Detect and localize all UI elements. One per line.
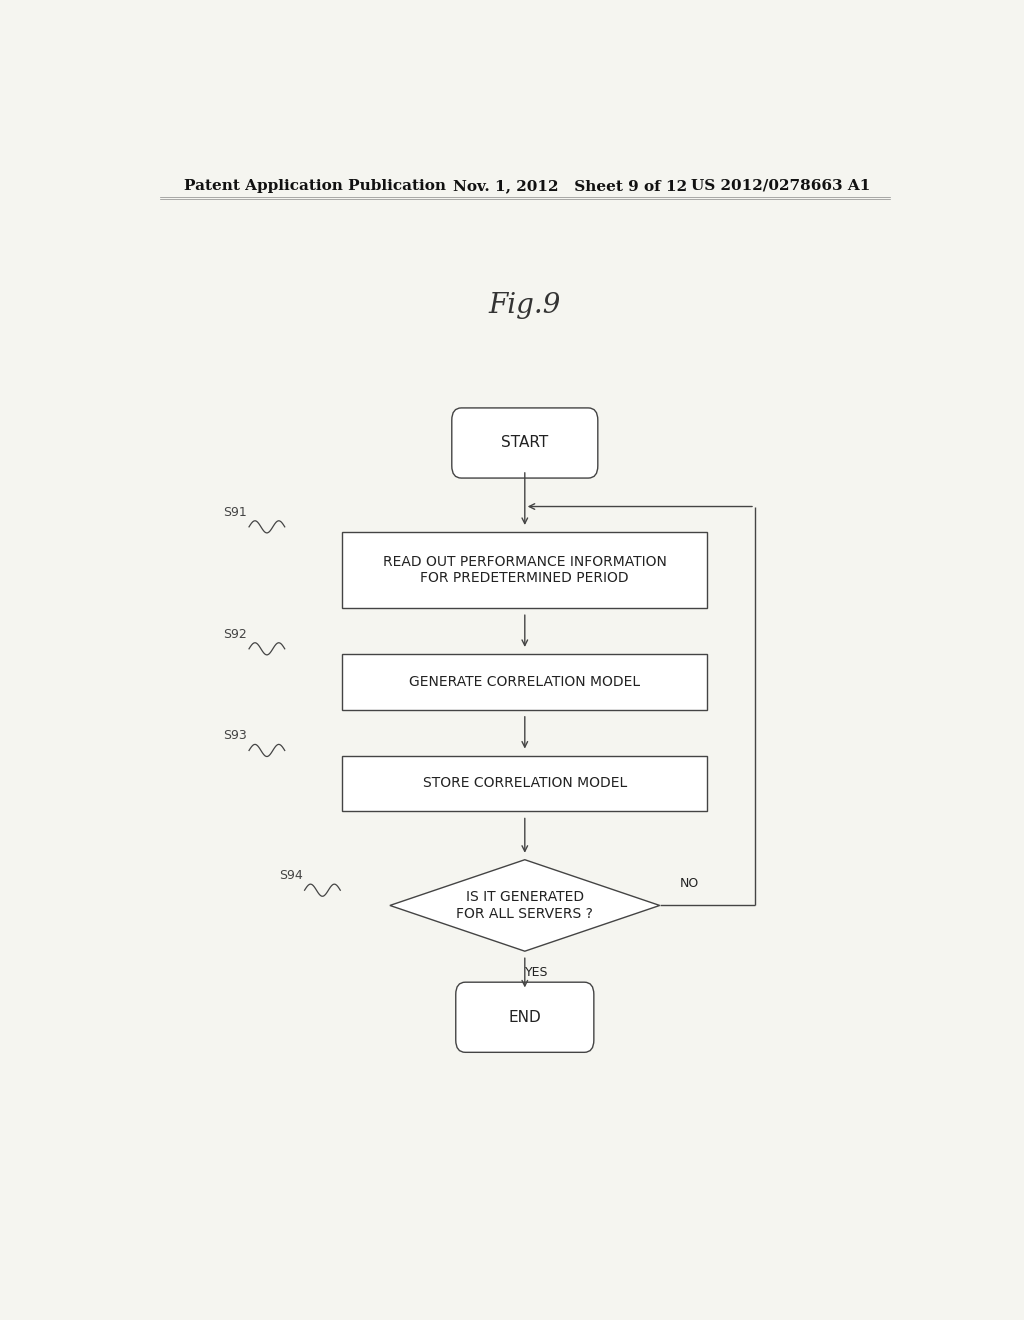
Text: READ OUT PERFORMANCE INFORMATION
FOR PREDETERMINED PERIOD: READ OUT PERFORMANCE INFORMATION FOR PRE… — [383, 554, 667, 585]
Text: S92: S92 — [223, 628, 247, 640]
Bar — [342, 532, 708, 609]
Bar — [342, 653, 708, 710]
Text: STORE CORRELATION MODEL: STORE CORRELATION MODEL — [423, 776, 627, 791]
Text: GENERATE CORRELATION MODEL: GENERATE CORRELATION MODEL — [410, 675, 640, 689]
Text: YES: YES — [525, 966, 549, 979]
Bar — [342, 755, 708, 812]
Text: NO: NO — [680, 878, 698, 890]
Text: S91: S91 — [223, 506, 247, 519]
Text: S94: S94 — [279, 869, 303, 882]
FancyBboxPatch shape — [452, 408, 598, 478]
Text: S93: S93 — [223, 730, 247, 742]
Text: START: START — [501, 436, 549, 450]
Text: Fig.9: Fig.9 — [488, 292, 561, 319]
Text: END: END — [509, 1010, 541, 1024]
Text: IS IT GENERATED
FOR ALL SERVERS ?: IS IT GENERATED FOR ALL SERVERS ? — [457, 891, 593, 920]
FancyBboxPatch shape — [456, 982, 594, 1052]
Text: Nov. 1, 2012   Sheet 9 of 12: Nov. 1, 2012 Sheet 9 of 12 — [454, 178, 687, 193]
Text: Patent Application Publication: Patent Application Publication — [183, 178, 445, 193]
Polygon shape — [390, 859, 659, 952]
Text: US 2012/0278663 A1: US 2012/0278663 A1 — [691, 178, 870, 193]
